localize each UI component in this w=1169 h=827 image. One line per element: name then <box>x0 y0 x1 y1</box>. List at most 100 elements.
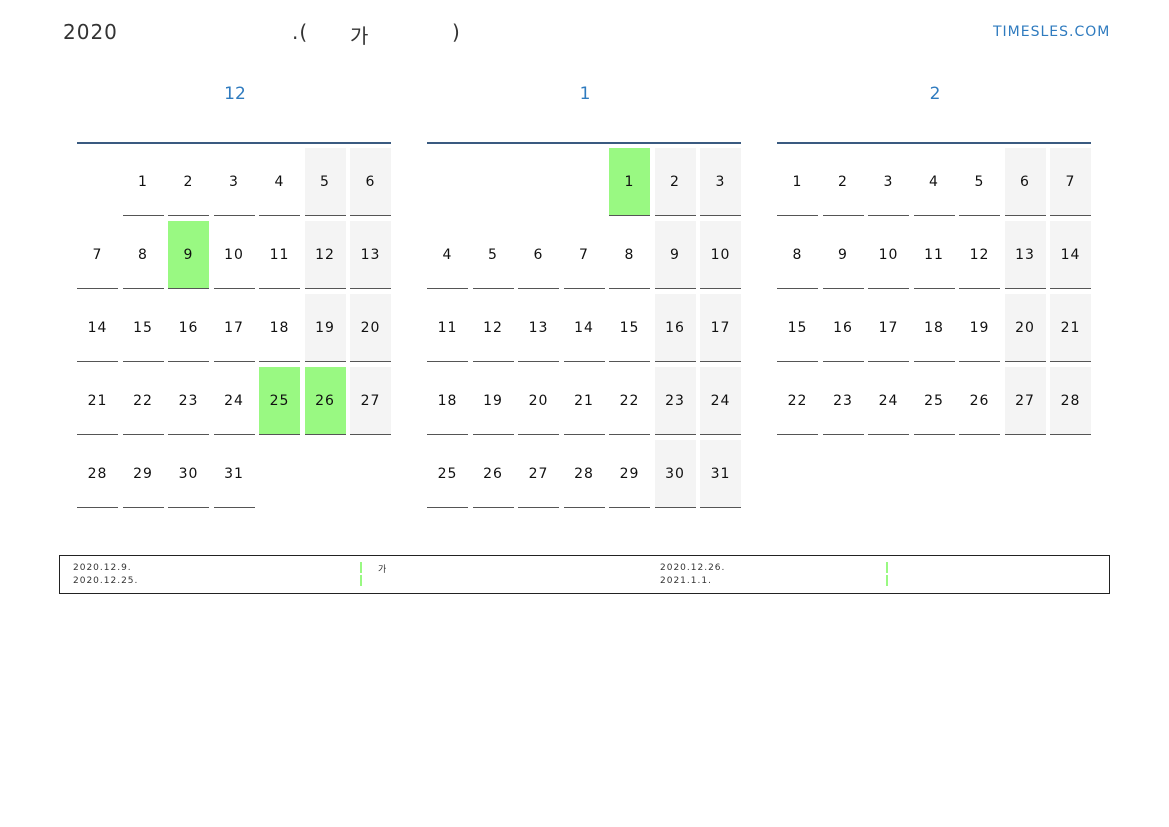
day-cell[interactable]: 13 <box>518 294 559 362</box>
day-cell[interactable]: 3 <box>700 148 741 216</box>
day-cell[interactable]: 18 <box>913 294 955 362</box>
day-cell[interactable]: 11 <box>913 221 955 289</box>
day-cell[interactable]: 20 <box>1004 294 1046 362</box>
day-cell[interactable]: 1 <box>122 148 164 216</box>
day-cell[interactable]: 7 <box>77 221 118 289</box>
day-cell[interactable]: 8 <box>777 221 818 289</box>
day-cell[interactable]: 26 <box>304 367 346 435</box>
day-cell[interactable]: 7 <box>1050 148 1091 216</box>
month-divider <box>427 142 741 144</box>
day-cell[interactable]: 29 <box>122 440 164 508</box>
day-cell[interactable]: 24 <box>213 367 255 435</box>
day-cell[interactable]: 10 <box>868 221 909 289</box>
day-cell[interactable]: 27 <box>1004 367 1046 435</box>
day-cell[interactable]: 18 <box>427 367 468 435</box>
day-cell[interactable]: 20 <box>518 367 559 435</box>
day-cell[interactable]: 17 <box>213 294 255 362</box>
day-cell[interactable]: 22 <box>777 367 818 435</box>
day-cell[interactable]: 27 <box>518 440 559 508</box>
day-cell[interactable]: 23 <box>654 367 696 435</box>
legend-box: 2020.12.9. 2020.12.25. 가 2020.12.26. 202… <box>59 555 1110 594</box>
day-cell[interactable]: 4 <box>427 221 468 289</box>
legend-color-bar <box>360 575 362 586</box>
day-cell[interactable]: 9 <box>654 221 696 289</box>
day-cell[interactable]: 9 <box>822 221 864 289</box>
site-logo-link[interactable]: TIMESLES.COM <box>993 24 1111 40</box>
day-cell[interactable]: 4 <box>259 148 300 216</box>
title-char: 가 <box>350 24 370 48</box>
day-cell[interactable]: 26 <box>472 440 514 508</box>
day-cell[interactable]: 5 <box>304 148 346 216</box>
day-cell[interactable]: 1 <box>609 148 650 216</box>
day-cell[interactable]: 16 <box>168 294 209 362</box>
day-cell[interactable]: 21 <box>563 367 605 435</box>
legend-date: 2021.1.1. <box>660 576 712 586</box>
day-cell[interactable]: 16 <box>822 294 864 362</box>
day-cell[interactable]: 19 <box>304 294 346 362</box>
day-cell[interactable]: 14 <box>1050 221 1091 289</box>
day-cell[interactable]: 15 <box>609 294 650 362</box>
day-cell[interactable]: 8 <box>122 221 164 289</box>
day-cell[interactable]: 3 <box>213 148 255 216</box>
day-cell[interactable]: 25 <box>259 367 300 435</box>
day-cell[interactable]: 24 <box>868 367 909 435</box>
day-cell[interactable]: 12 <box>472 294 514 362</box>
day-cell[interactable]: 9 <box>168 221 209 289</box>
day-cell[interactable]: 30 <box>654 440 696 508</box>
day-cell[interactable]: 23 <box>168 367 209 435</box>
day-cell[interactable]: 19 <box>472 367 514 435</box>
day-cell[interactable]: 15 <box>777 294 818 362</box>
day-cell[interactable]: 2 <box>168 148 209 216</box>
day-cell[interactable]: 13 <box>350 221 391 289</box>
day-cell[interactable]: 29 <box>609 440 650 508</box>
day-cell[interactable]: 26 <box>959 367 1000 435</box>
day-cell[interactable]: 5 <box>959 148 1000 216</box>
day-cell[interactable]: 24 <box>700 367 741 435</box>
day-cell[interactable]: 25 <box>427 440 468 508</box>
day-cell[interactable]: 21 <box>77 367 118 435</box>
day-cell[interactable]: 21 <box>1050 294 1091 362</box>
day-cell[interactable]: 16 <box>654 294 696 362</box>
day-cell[interactable]: 10 <box>700 221 741 289</box>
day-cell[interactable]: 3 <box>868 148 909 216</box>
day-cell[interactable]: 20 <box>350 294 391 362</box>
day-cell[interactable]: 28 <box>563 440 605 508</box>
day-cell[interactable]: 31 <box>213 440 255 508</box>
day-cell[interactable]: 12 <box>304 221 346 289</box>
day-cell[interactable]: 17 <box>868 294 909 362</box>
day-cell[interactable]: 27 <box>350 367 391 435</box>
day-cell[interactable]: 17 <box>700 294 741 362</box>
day-cell[interactable]: 14 <box>77 294 118 362</box>
day-cell[interactable]: 18 <box>259 294 300 362</box>
month-divider <box>777 142 1091 144</box>
day-cell[interactable]: 1 <box>777 148 818 216</box>
day-cell[interactable]: 13 <box>1004 221 1046 289</box>
day-cell[interactable]: 28 <box>77 440 118 508</box>
day-cell[interactable]: 12 <box>959 221 1000 289</box>
day-cell[interactable]: 14 <box>563 294 605 362</box>
day-cell[interactable]: 22 <box>609 367 650 435</box>
month-1: 1 1 2 3 4 5 6 7 8 9 10 11 12 13 14 15 16 17 18 19 20 21 22 23 24… <box>427 84 743 508</box>
day-cell[interactable]: 30 <box>168 440 209 508</box>
title-end: ) <box>452 20 461 44</box>
day-cell[interactable]: 28 <box>1050 367 1091 435</box>
day-cell[interactable]: 23 <box>822 367 864 435</box>
day-cell[interactable]: 10 <box>213 221 255 289</box>
day-cell[interactable]: 2 <box>822 148 864 216</box>
day-cell[interactable]: 2 <box>654 148 696 216</box>
day-cell[interactable]: 11 <box>427 294 468 362</box>
day-cell[interactable]: 25 <box>913 367 955 435</box>
day-cell[interactable]: 5 <box>472 221 514 289</box>
day-cell[interactable]: 6 <box>1004 148 1046 216</box>
day-cell[interactable]: 11 <box>259 221 300 289</box>
day-cell[interactable]: 19 <box>959 294 1000 362</box>
day-cell[interactable]: 15 <box>122 294 164 362</box>
legend-text: 가 <box>378 565 388 575</box>
day-cell[interactable]: 6 <box>518 221 559 289</box>
day-cell[interactable]: 4 <box>913 148 955 216</box>
day-cell[interactable]: 31 <box>700 440 741 508</box>
day-cell[interactable]: 7 <box>563 221 605 289</box>
day-cell[interactable]: 22 <box>122 367 164 435</box>
day-cell[interactable]: 6 <box>350 148 391 216</box>
day-cell[interactable]: 8 <box>609 221 650 289</box>
